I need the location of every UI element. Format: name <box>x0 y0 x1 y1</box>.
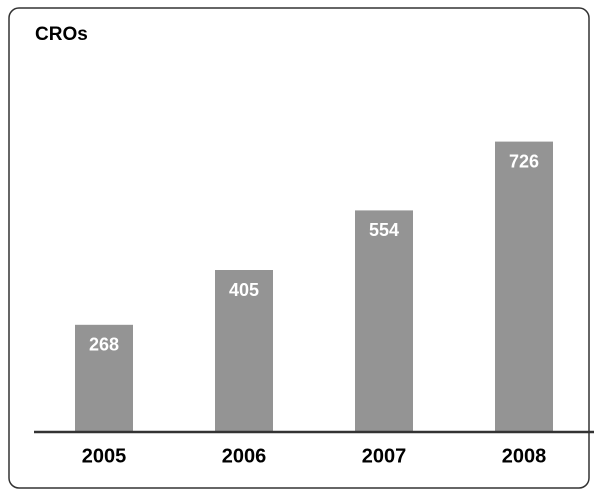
x-tick-label: 2008 <box>502 445 547 467</box>
x-tick-label: 2006 <box>222 445 267 467</box>
bar <box>75 324 133 432</box>
bar <box>215 270 273 432</box>
data-label: 268 <box>89 335 119 355</box>
data-label: 405 <box>229 280 259 300</box>
bar <box>355 210 413 432</box>
bar <box>495 141 553 432</box>
data-label: 726 <box>509 151 539 171</box>
chart-title: CROs <box>35 24 88 45</box>
x-tick-label: 2005 <box>82 445 127 467</box>
x-tick-label: 2007 <box>362 445 407 467</box>
chart-frame <box>8 7 590 489</box>
data-label: 554 <box>369 220 399 240</box>
